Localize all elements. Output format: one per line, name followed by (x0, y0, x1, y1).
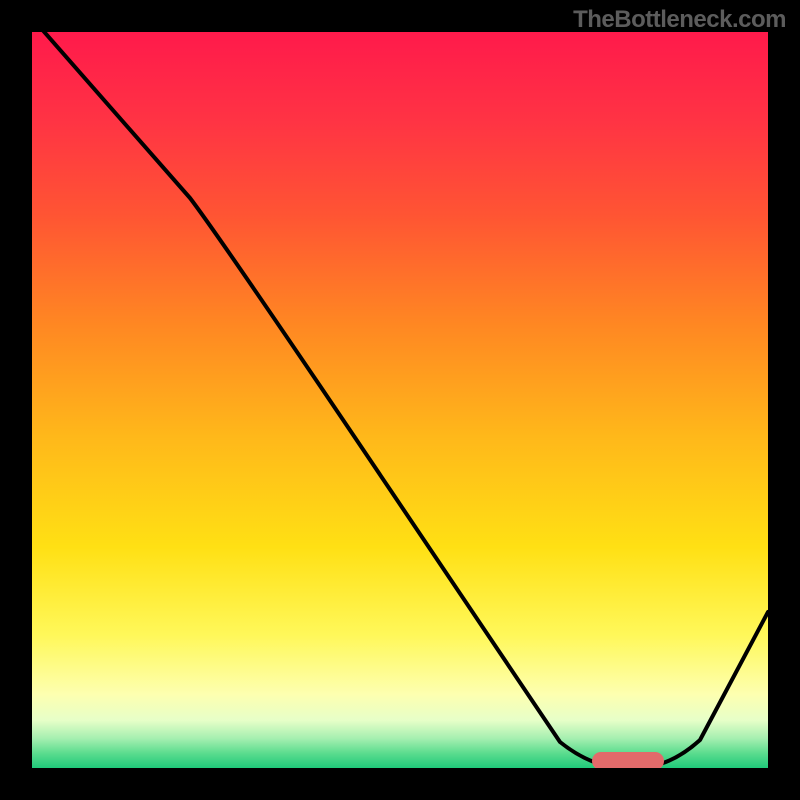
bottleneck-chart (0, 0, 800, 800)
border-bottom (0, 768, 800, 800)
optimum-marker (592, 752, 664, 770)
chart-frame: TheBottleneck.com (0, 0, 800, 800)
border-right (768, 0, 800, 800)
watermark-text: TheBottleneck.com (573, 6, 786, 34)
border-left (0, 0, 32, 800)
